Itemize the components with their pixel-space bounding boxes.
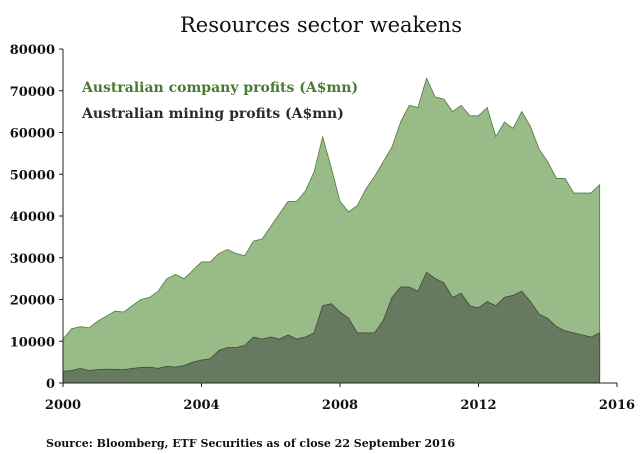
legend-company-profits: Australian company profits (A$mn): [81, 80, 358, 96]
y-tick-label: 70000: [10, 85, 55, 100]
axes: 0 10000 20000 30000 40000 50000 60000 70000 8000…: [10, 43, 635, 413]
y-tick-label: 40000: [10, 210, 55, 225]
plot-area: [62, 77, 601, 384]
series-area-1: [62, 271, 601, 384]
x-tick-label: 2008: [322, 398, 358, 413]
x-tick-label: 2016: [599, 398, 635, 413]
x-tick-label: 2012: [460, 398, 496, 413]
y-tick-label: 0: [46, 377, 55, 392]
chart-title: Resources sector weakens: [180, 13, 462, 37]
y-tick-label: 80000: [10, 43, 55, 58]
y-tick-label: 20000: [10, 294, 55, 309]
y-tick-label: 10000: [10, 335, 55, 350]
y-tick-label: 30000: [10, 252, 55, 267]
x-tick-label: 2004: [183, 398, 219, 413]
y-tick-label: 50000: [10, 168, 55, 183]
legend-mining-profits: Australian mining profits (A$mn): [81, 106, 344, 122]
source-note: Source: Bloomberg, ETF Securities as of …: [46, 437, 455, 450]
x-tick-label: 2000: [45, 398, 81, 413]
y-tick-label: 60000: [10, 127, 55, 142]
